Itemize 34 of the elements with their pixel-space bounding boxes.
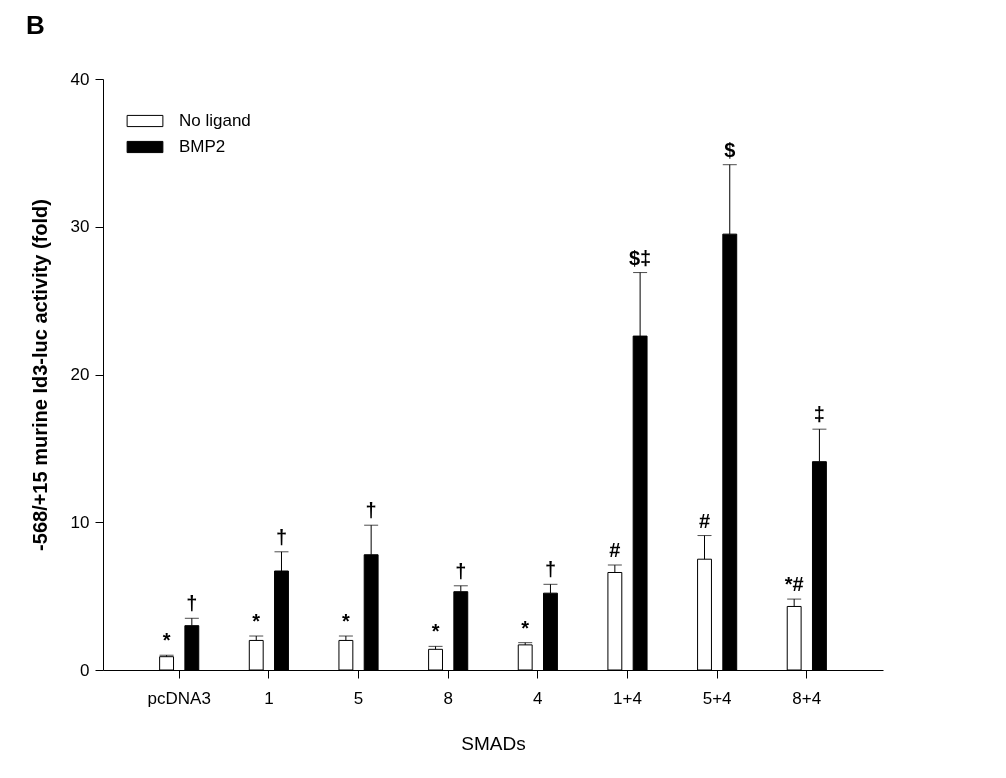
y-tick-label: 0 — [80, 660, 90, 680]
y-tick-label: 40 — [70, 69, 90, 89]
x-axis-title: SMADs — [461, 732, 526, 754]
annotation: # — [698, 509, 711, 532]
annotation: † — [365, 499, 377, 522]
annotation: † — [544, 558, 557, 581]
annotation: † — [275, 525, 288, 548]
x-tick-label: pcDNA3 — [147, 688, 211, 708]
y-axis-title: -568/+15 murine Id3-luc activity (fold) — [28, 199, 51, 551]
annotation: * — [521, 616, 530, 639]
x-tick-label: 1 — [264, 688, 274, 708]
y-tick-label: 30 — [70, 217, 90, 237]
annotation: ‡ — [813, 403, 825, 426]
annotation: *# — [784, 573, 804, 596]
legend-label: No ligand — [179, 111, 251, 130]
y-tick-label: 20 — [70, 365, 90, 384]
x-tick-label: 5 — [353, 688, 364, 708]
annotation: $‡ — [628, 246, 652, 269]
annotation: $ — [724, 138, 736, 161]
x-tick-label: 1+4 — [613, 688, 642, 708]
annotation: † — [186, 592, 198, 615]
x-tick-label: 8 — [443, 688, 453, 708]
annotation: * — [162, 629, 171, 652]
annotation: * — [252, 610, 261, 633]
text: B — [26, 10, 45, 41]
annotation: # — [609, 539, 621, 562]
y-tick-label: 10 — [70, 512, 90, 532]
x-tick-label: 4 — [533, 688, 543, 708]
x-tick-label: 8+4 — [792, 688, 822, 708]
annotation: † — [455, 559, 467, 582]
x-tick-label: 5+4 — [702, 688, 732, 708]
legend-label: BMP2 — [179, 137, 226, 156]
annotation: * — [431, 620, 440, 643]
annotation: * — [341, 610, 350, 633]
